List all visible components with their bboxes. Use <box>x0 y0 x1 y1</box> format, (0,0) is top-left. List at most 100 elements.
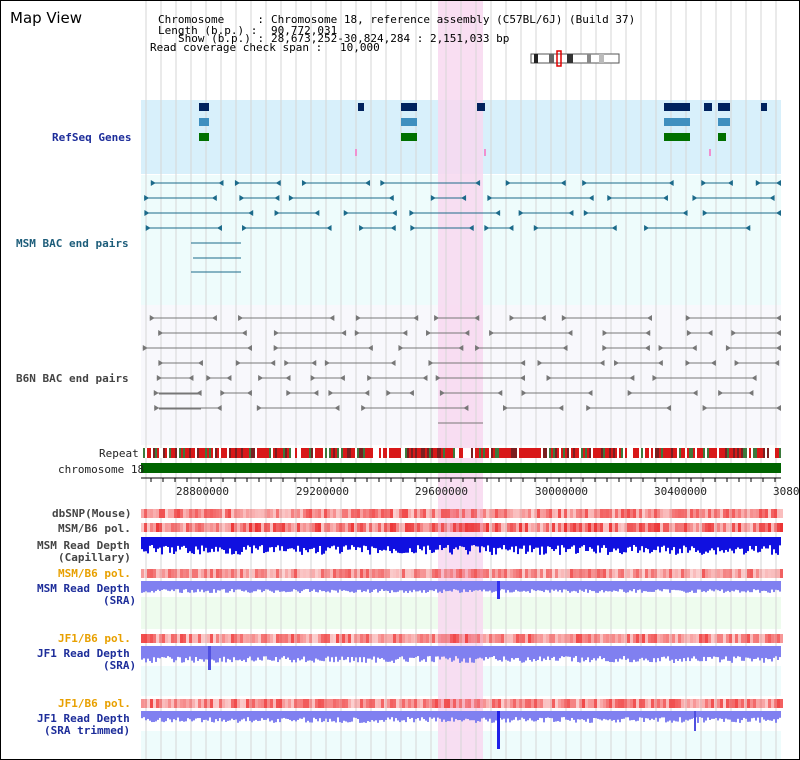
heat-cell <box>165 634 168 643</box>
read-depth-bar <box>319 581 321 590</box>
heat-cell <box>696 699 699 708</box>
read-depth-bar <box>539 711 541 718</box>
heat-cell <box>774 509 777 518</box>
track-label-jf1-depth-trimmed[interactable]: JF1 Read Depth <box>37 712 130 725</box>
heat-cell <box>516 699 519 708</box>
heat-cell <box>420 699 423 708</box>
heat-cell <box>180 569 183 578</box>
read-depth-bar <box>767 646 769 660</box>
read-depth-bar <box>747 646 749 658</box>
read-depth-bar <box>661 711 663 718</box>
read-depth-bar <box>289 537 291 549</box>
read-depth-bar <box>769 646 771 660</box>
track-label-msm-depth-sra[interactable]: MSM Read Depth <box>37 582 130 595</box>
read-depth-bar <box>573 581 575 591</box>
read-depth-bar <box>469 646 471 658</box>
heat-cell <box>540 699 543 708</box>
bac-end <box>734 360 740 366</box>
track-label-jf1-b6-pol[interactable]: JF1/B6 pol. <box>58 632 131 645</box>
read-depth-bar <box>515 646 517 659</box>
track-label-refseq[interactable]: RefSeq Genes <box>52 131 132 144</box>
read-depth-bar <box>271 711 273 721</box>
heat-cell <box>270 699 273 708</box>
heat-cell <box>360 509 363 518</box>
read-depth-bar <box>709 581 711 590</box>
heat-cell <box>408 523 411 532</box>
track-label-b6n-bac[interactable]: B6N BAC end pairs <box>16 372 129 385</box>
read-depth-bar <box>773 537 775 550</box>
heat-cell <box>282 569 285 578</box>
heat-cell <box>687 699 690 708</box>
read-depth-bar <box>491 711 493 723</box>
read-depth-bar <box>533 711 535 722</box>
read-depth-bar <box>599 581 601 592</box>
heat-cell <box>582 569 585 578</box>
read-depth-bar <box>621 581 623 590</box>
read-depth-bar <box>509 646 511 662</box>
repeat-element <box>487 448 489 458</box>
heat-cell <box>618 699 621 708</box>
read-depth-bar <box>441 581 443 593</box>
read-depth-bar <box>581 711 583 720</box>
repeat-element <box>589 448 591 458</box>
read-depth-bar <box>581 537 583 547</box>
read-depth-bar <box>655 537 657 551</box>
bac-end <box>560 180 566 186</box>
heat-cell <box>543 634 546 643</box>
heat-cell <box>591 569 594 578</box>
heat-cell <box>585 569 588 578</box>
heat-cell <box>663 523 666 532</box>
track-label-msm-depth-capillary[interactable]: MSM Read Depth <box>37 539 130 552</box>
read-depth-bar <box>403 537 405 553</box>
read-depth-bar <box>635 711 637 722</box>
heat-cell <box>585 523 588 532</box>
track-label-msm-b6-pol[interactable]: MSM/B6 pol. <box>58 522 131 535</box>
read-depth-bar <box>481 711 483 719</box>
heat-cell <box>585 634 588 643</box>
repeat-element <box>727 448 729 458</box>
track-label-jf1-b6-pol-trimmed[interactable]: JF1/B6 pol. <box>58 697 131 710</box>
heat-cell <box>186 509 189 518</box>
heat-cell <box>654 569 657 578</box>
heat-cell <box>522 634 525 643</box>
heat-cell <box>168 634 171 643</box>
heat-cell <box>597 523 600 532</box>
read-depth-bar <box>233 581 235 593</box>
read-depth-bar <box>519 537 521 549</box>
repeat-element <box>329 448 331 458</box>
track-label-dbsnp[interactable]: dbSNP(Mouse) <box>52 507 132 520</box>
read-depth-bar <box>187 581 189 593</box>
heat-cell <box>312 569 315 578</box>
repeat-element <box>339 448 341 458</box>
read-depth-bar <box>311 646 313 661</box>
read-depth-bar <box>739 581 741 593</box>
read-depth-bar <box>447 711 449 722</box>
read-depth-bar <box>411 581 413 593</box>
read-depth-bar <box>155 711 157 722</box>
read-depth-bar <box>165 537 167 546</box>
repeat-element <box>547 448 549 458</box>
repeat-element <box>597 448 599 458</box>
heat-cell <box>183 523 186 532</box>
read-depth-bar <box>403 646 405 660</box>
read-depth-bar <box>239 581 241 590</box>
heat-cell <box>417 634 420 643</box>
read-depth-bar <box>679 711 681 718</box>
bac-end <box>520 360 526 366</box>
heat-cell <box>699 634 702 643</box>
read-depth-bar <box>559 711 561 722</box>
track-label-msm-bac[interactable]: MSM BAC end pairs <box>16 237 129 250</box>
heat-cell <box>456 634 459 643</box>
read-depth-bar <box>241 581 243 591</box>
heat-cell <box>417 509 420 518</box>
heat-cell <box>723 569 726 578</box>
read-depth-bar <box>477 537 479 547</box>
heat-cell <box>456 523 459 532</box>
bac-end <box>409 210 415 216</box>
read-depth-bar <box>169 711 171 720</box>
repeat-element <box>627 448 629 458</box>
read-depth-bar <box>223 646 225 657</box>
track-label-jf1-depth-sra[interactable]: JF1 Read Depth <box>37 647 130 660</box>
track-label-msm-b6-pol-sra[interactable]: MSM/B6 pol. <box>58 567 131 580</box>
